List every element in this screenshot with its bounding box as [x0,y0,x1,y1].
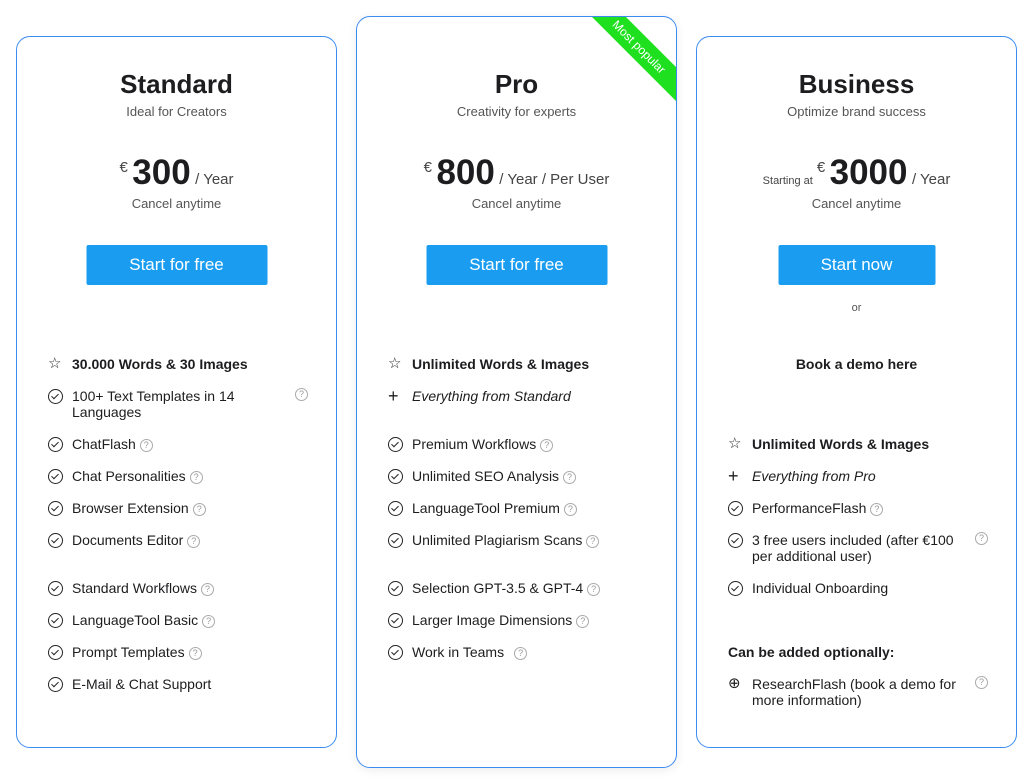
feature-item: ☆ 30.000 Words & 30 Images [48,355,248,373]
help-icon[interactable]: ? [192,503,206,516]
feature-item: Standard Workflows? [48,580,308,599]
cancel-note: Cancel anytime [471,196,562,211]
start-for-free-button[interactable]: Start for free [426,245,607,285]
feature-item: PerformanceFlash? [728,500,988,519]
help-icon[interactable]: ? [188,647,202,660]
feature-item: E-Mail & Chat Support [48,676,308,695]
start-for-free-button[interactable]: Start for free [86,245,267,285]
help-icon[interactable]: ? [202,615,216,628]
check-circle-icon [388,437,403,452]
feature-item: ☆ Unlimited Words & Images [388,355,590,373]
or-separator: or [851,302,862,314]
start-now-button[interactable]: Start now [778,245,935,285]
plan-title: Business [798,69,915,99]
help-icon[interactable]: ? [514,647,528,660]
feature-item: LanguageTool Basic? [48,612,308,631]
plan-card-standard: Standard Ideal for Creators € 300 / Year… [16,36,337,748]
help-icon[interactable]: ? [576,615,590,628]
cancel-note: Cancel anytime [131,196,222,211]
help-icon[interactable]: ? [563,471,577,484]
currency: € [119,159,128,176]
check-circle-icon [388,533,403,548]
feature-item: Unlimited SEO Analysis? [388,468,648,487]
plus-icon: + [728,466,739,486]
feature-item: Unlimited Plagiarism Scans? [388,532,648,551]
plan-card-pro: Most popular Pro Creativity for experts … [356,16,677,768]
check-circle-icon [388,469,403,484]
currency: € [816,159,826,176]
feature-item: Selection GPT-3.5 & GPT-4? [388,580,648,599]
check-circle-icon [48,581,63,596]
check-circle-icon [48,645,63,660]
check-circle-icon [48,677,63,692]
check-circle-icon [48,501,63,516]
feature-item: Prompt Templates? [48,644,308,663]
plan-subtitle: Creativity for experts [456,104,577,119]
feature-item: ☆ Unlimited Words & Images [728,435,930,453]
help-icon[interactable]: ? [139,439,153,452]
feature-item: LanguageTool Premium? [388,500,648,519]
price-amount: 800 [436,153,495,192]
book-demo-link[interactable]: Book a demo here [795,356,918,372]
help-icon[interactable]: ? [189,471,203,484]
check-circle-icon [48,613,63,628]
help-icon[interactable]: ? [201,583,215,596]
feature-item: 3 free users included (after €100 per ad… [728,532,988,564]
plus-icon: + [388,386,399,406]
check-circle-icon [388,501,403,516]
check-circle-icon [388,645,403,660]
check-circle-icon [48,469,63,484]
plan-price: € 300 / Year [17,153,336,193]
price-period: / Year [911,171,951,188]
price-period: / Year [195,171,234,188]
star-icon: ☆ [48,355,62,372]
help-icon[interactable]: ? [540,439,554,452]
feature-item: Larger Image Dimensions? [388,612,648,631]
check-circle-icon [728,581,743,596]
currency: € [423,159,432,176]
plan-subtitle: Ideal for Creators [126,104,227,119]
price-amount: 3000 [829,153,908,192]
feature-item: Premium Workflows? [388,436,648,455]
help-icon[interactable]: ? [295,388,308,401]
cancel-note: Cancel anytime [811,196,902,211]
help-icon[interactable]: ? [975,532,988,545]
help-icon[interactable]: ? [586,535,600,548]
help-icon[interactable]: ? [587,583,601,596]
price-amount: 300 [132,153,191,192]
feature-item: 100+ Text Templates in 14 Languages? [48,388,308,420]
feature-item: Chat Personalities? [48,468,308,487]
check-circle-icon [728,533,743,548]
plan-card-business: Business Optimize brand success Starting… [696,36,1017,748]
check-circle-icon [48,389,63,404]
feature-item: + Everything from Pro [728,466,876,486]
plan-price: € 800 / Year / Per User [357,153,676,193]
help-icon[interactable]: ? [563,503,577,516]
feature-item: ChatFlash? [48,436,308,455]
plan-title: Standard [120,69,233,99]
check-circle-icon [388,581,403,596]
optional-heading: Can be added optionally: [728,644,895,660]
plus-circle-icon: ⊕ [728,675,741,692]
price-period: / Year / Per User [499,171,610,188]
optional-item: ⊕ ResearchFlash (book a demo for more inf… [728,676,988,708]
check-circle-icon [728,501,743,516]
help-icon[interactable]: ? [870,503,884,516]
star-icon: ☆ [388,355,402,372]
feature-item: Browser Extension? [48,500,308,519]
feature-item: Work in Teams? [388,644,648,663]
check-circle-icon [48,533,63,548]
star-icon: ☆ [728,435,742,452]
help-icon[interactable]: ? [975,676,988,689]
plan-title: Pro [494,69,539,99]
plan-subtitle: Optimize brand success [787,104,926,119]
feature-item: + Everything from Standard [388,386,571,406]
help-icon[interactable]: ? [187,535,201,548]
plan-price: Starting at€ 3000 / Year [697,153,1016,193]
feature-item: Individual Onboarding [728,580,988,599]
check-circle-icon [48,437,63,452]
feature-item: Documents Editor? [48,532,308,551]
price-prefix: Starting at [762,175,813,187]
check-circle-icon [388,613,403,628]
